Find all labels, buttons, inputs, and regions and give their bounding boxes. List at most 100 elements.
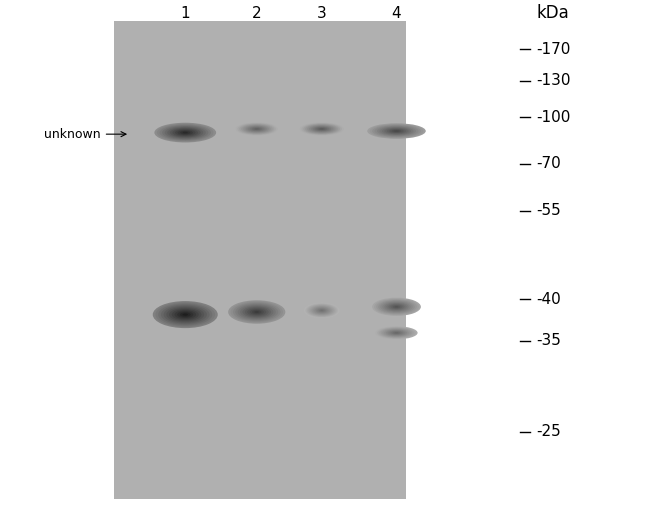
Ellipse shape	[374, 298, 419, 315]
Ellipse shape	[393, 332, 400, 334]
Ellipse shape	[172, 309, 199, 320]
Ellipse shape	[177, 311, 193, 318]
Ellipse shape	[317, 308, 326, 313]
Ellipse shape	[254, 128, 260, 130]
Ellipse shape	[372, 297, 421, 316]
Ellipse shape	[391, 331, 402, 334]
Ellipse shape	[318, 309, 325, 311]
Ellipse shape	[154, 123, 216, 142]
Ellipse shape	[384, 302, 409, 311]
Ellipse shape	[372, 125, 421, 137]
Ellipse shape	[393, 305, 400, 308]
Ellipse shape	[391, 305, 402, 309]
Ellipse shape	[316, 308, 328, 313]
Ellipse shape	[382, 302, 411, 312]
Text: unknown: unknown	[44, 128, 126, 140]
Ellipse shape	[300, 122, 344, 136]
Ellipse shape	[239, 124, 274, 134]
Text: 2: 2	[252, 6, 261, 20]
Ellipse shape	[381, 328, 412, 337]
Ellipse shape	[311, 126, 333, 132]
Ellipse shape	[245, 307, 268, 317]
Text: 1: 1	[181, 6, 190, 20]
Ellipse shape	[248, 126, 266, 132]
Ellipse shape	[306, 303, 338, 318]
Ellipse shape	[250, 309, 264, 315]
Ellipse shape	[378, 300, 415, 314]
Ellipse shape	[255, 128, 259, 129]
Ellipse shape	[367, 123, 426, 139]
Text: -100: -100	[536, 110, 571, 124]
Ellipse shape	[161, 304, 209, 324]
Ellipse shape	[376, 299, 417, 315]
Ellipse shape	[166, 307, 204, 322]
Ellipse shape	[235, 122, 278, 136]
Ellipse shape	[246, 126, 267, 132]
Ellipse shape	[305, 124, 338, 134]
Ellipse shape	[180, 131, 190, 134]
Ellipse shape	[376, 327, 417, 340]
Text: -130: -130	[536, 73, 571, 88]
Ellipse shape	[180, 313, 190, 317]
Ellipse shape	[387, 128, 406, 134]
Ellipse shape	[384, 329, 409, 336]
Text: kDa: kDa	[536, 4, 569, 22]
Ellipse shape	[242, 306, 271, 318]
Ellipse shape	[318, 128, 326, 130]
Ellipse shape	[308, 305, 335, 316]
Ellipse shape	[237, 123, 276, 135]
Ellipse shape	[386, 330, 407, 336]
Ellipse shape	[250, 127, 264, 131]
Ellipse shape	[320, 128, 324, 129]
Ellipse shape	[252, 310, 261, 314]
Ellipse shape	[382, 329, 411, 337]
Ellipse shape	[313, 126, 331, 132]
Ellipse shape	[387, 330, 406, 335]
Bar	[114, 21, 406, 499]
Ellipse shape	[252, 127, 262, 131]
Ellipse shape	[380, 126, 413, 136]
Ellipse shape	[240, 305, 274, 319]
Ellipse shape	[377, 327, 416, 339]
Text: 3: 3	[317, 6, 326, 20]
Ellipse shape	[304, 124, 340, 134]
Ellipse shape	[172, 128, 198, 137]
Ellipse shape	[238, 304, 276, 320]
Ellipse shape	[241, 124, 272, 134]
Text: -40: -40	[536, 292, 561, 306]
Text: -70: -70	[536, 157, 561, 171]
Ellipse shape	[175, 129, 196, 136]
Ellipse shape	[389, 331, 404, 335]
Ellipse shape	[382, 127, 411, 135]
Ellipse shape	[157, 124, 214, 141]
Ellipse shape	[313, 306, 331, 314]
Ellipse shape	[167, 127, 203, 138]
Ellipse shape	[380, 301, 413, 313]
Ellipse shape	[391, 129, 402, 133]
Ellipse shape	[315, 127, 329, 131]
Ellipse shape	[309, 125, 335, 133]
Ellipse shape	[242, 125, 271, 133]
Ellipse shape	[177, 130, 193, 135]
Ellipse shape	[384, 128, 409, 134]
Text: -55: -55	[536, 203, 561, 218]
Ellipse shape	[394, 131, 399, 132]
Ellipse shape	[389, 304, 404, 310]
Ellipse shape	[310, 305, 333, 316]
Ellipse shape	[315, 307, 329, 314]
Ellipse shape	[307, 304, 337, 317]
Text: -170: -170	[536, 42, 571, 57]
Ellipse shape	[159, 124, 211, 141]
Ellipse shape	[183, 132, 188, 134]
Text: -35: -35	[536, 333, 561, 348]
Ellipse shape	[377, 126, 416, 136]
Ellipse shape	[395, 306, 398, 307]
Ellipse shape	[307, 125, 337, 133]
Ellipse shape	[169, 308, 202, 321]
Ellipse shape	[395, 332, 398, 333]
Ellipse shape	[164, 306, 207, 323]
Ellipse shape	[183, 314, 188, 316]
Ellipse shape	[374, 125, 419, 137]
Text: 4: 4	[392, 6, 401, 20]
Ellipse shape	[244, 125, 269, 133]
